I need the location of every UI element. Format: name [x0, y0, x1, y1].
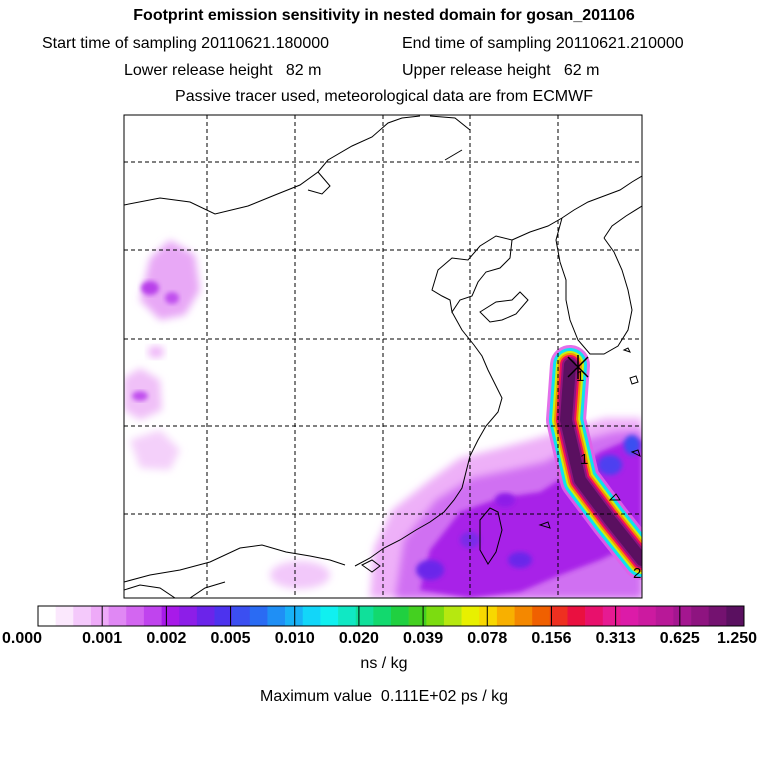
- colorbar-swatch: [90, 606, 109, 626]
- colorbar-swatch: [232, 606, 251, 626]
- map-title: Footprint emission sensitivity in nested…: [133, 7, 635, 24]
- colorbar-swatch: [73, 606, 92, 626]
- colorbar-swatch: [391, 606, 409, 626]
- colorbar-swatch: [620, 606, 639, 626]
- colorbar-swatch: [532, 606, 551, 626]
- trajectory-label-2: 1: [580, 451, 588, 468]
- colorbar-swatch: [443, 606, 462, 626]
- colorbar-swatch: [585, 606, 604, 626]
- colorbar-swatch: [461, 606, 480, 626]
- colorbar-swatch: [338, 606, 356, 626]
- trajectory-label-1: 1: [576, 368, 584, 385]
- colorbar-tick-label: 1.250: [716, 630, 758, 647]
- colorbar-tick-label: 0.020: [338, 630, 379, 647]
- colorbar-swatch: [479, 606, 498, 626]
- trajectory-label-3: 2: [633, 565, 641, 582]
- colorbar-swatch: [249, 606, 268, 626]
- start-time-label: Start time of sampling 20110621.180000: [42, 35, 330, 52]
- colorbar-swatch: [602, 606, 621, 626]
- colorbar-swatch: [726, 606, 745, 626]
- colorbar-swatch: [55, 606, 74, 626]
- colorbar-swatch: [161, 606, 180, 626]
- upper-height-label: Upper release height 62 m: [402, 62, 600, 79]
- colorbar-tick-label: 0.313: [595, 630, 636, 647]
- x-cross-icon: [567, 355, 589, 379]
- map-frame: [123, 114, 643, 599]
- colorbar-tick-label: 0.002: [146, 630, 187, 647]
- colorbar-swatch: [38, 606, 56, 626]
- colorbar-swatch: [267, 606, 286, 626]
- colorbar-swatch: [655, 606, 674, 626]
- colorbar-swatch: [708, 606, 727, 626]
- lower-height-label: Lower release height 82 m: [124, 62, 322, 79]
- colorbar-swatch: [214, 606, 233, 626]
- colorbar-swatch: [638, 606, 657, 626]
- colorbar-swatch: [143, 606, 162, 626]
- lat-lon-grid: [124, 115, 642, 598]
- colorbar-tick-label: 0.625: [659, 630, 700, 647]
- trajectory-band: [546, 345, 642, 580]
- colorbar-swatch: [196, 606, 215, 626]
- colorbar-swatch: [496, 606, 515, 626]
- colorbar-swatch: [567, 606, 586, 626]
- colorbar-tick-label: 0.000: [1, 630, 43, 647]
- colorbar-swatch: [179, 606, 198, 626]
- colorbar: [37, 605, 745, 627]
- colorbar-swatch: [320, 606, 339, 626]
- colorbar-swatch: [126, 606, 145, 626]
- colorbar-tick-label: 0.156: [531, 630, 572, 647]
- colorbar-swatch: [514, 606, 533, 626]
- colorbar-swatch: [302, 606, 321, 626]
- colorbar-swatch: [408, 606, 427, 626]
- info-line: Passive tracer used, meteorological data…: [175, 88, 593, 105]
- colorbar-tick-label: 0.010: [274, 630, 315, 647]
- colorbar-swatch: [426, 606, 445, 626]
- colorbar-swatch: [108, 606, 127, 626]
- end-time-label: End time of sampling 20110621.210000: [402, 35, 684, 52]
- colorbar-tick-label: 0.039: [403, 630, 444, 647]
- colorbar-swatch: [373, 606, 392, 626]
- colorbar-tick-label: 0.001: [82, 630, 123, 647]
- coastlines: [124, 115, 642, 598]
- colorbar-swatch: [549, 606, 568, 626]
- colorbar-swatch: [673, 606, 692, 626]
- unit-label: ns / kg: [360, 655, 408, 672]
- sensitivity-field: [124, 115, 642, 598]
- colorbar-swatch: [355, 606, 374, 626]
- colorbar-swatch: [691, 606, 709, 626]
- colorbar-tick-label: 0.078: [467, 630, 508, 647]
- colorbar-swatch: [285, 606, 304, 626]
- maximum-value-label: Maximum value 0.111E+02 ps / kg: [260, 688, 508, 705]
- colorbar-tick-label: 0.005: [210, 630, 251, 647]
